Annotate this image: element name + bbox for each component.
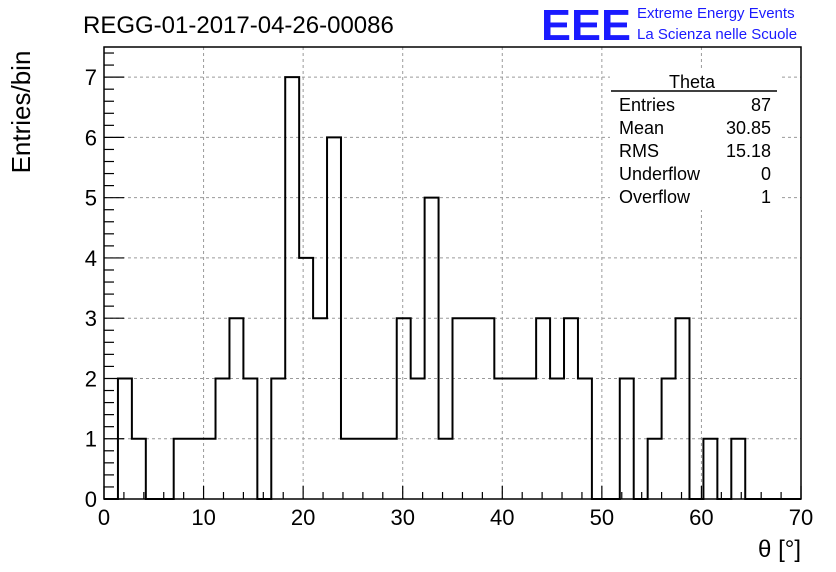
y-tick-label: 3 bbox=[85, 306, 97, 331]
eee-logo: EEE Extreme Energy Events La Scienza nel… bbox=[541, 1, 797, 50]
stats-label: Overflow bbox=[619, 187, 691, 207]
y-tick-label: 0 bbox=[85, 487, 97, 512]
y-tick-label: 7 bbox=[85, 65, 97, 90]
histogram-bin: 1 bbox=[731, 439, 745, 499]
stats-value: 87 bbox=[751, 95, 771, 115]
x-tick-label: 0 bbox=[98, 505, 110, 530]
logo-line-2: La Scienza nelle Scuole bbox=[637, 26, 797, 43]
histogram-bin: 1 bbox=[439, 439, 453, 499]
stats-value: 0 bbox=[761, 164, 771, 184]
y-axis-label: Entries/bin bbox=[6, 51, 36, 174]
histogram-bin: 4 bbox=[299, 258, 313, 499]
histogram-bin: 7 bbox=[285, 77, 299, 499]
stats-label: Entries bbox=[619, 95, 675, 115]
x-tick-label: 10 bbox=[191, 505, 215, 530]
stats-value: 15.18 bbox=[726, 141, 771, 161]
histogram-bin: 1 bbox=[355, 439, 369, 499]
y-tick-label: 1 bbox=[85, 427, 97, 452]
histogram-bin: 1 bbox=[188, 439, 202, 499]
histogram-bin: 3 bbox=[564, 318, 578, 499]
histogram-bin: 3 bbox=[453, 318, 467, 499]
histogram-bin: 2 bbox=[550, 378, 564, 499]
histogram-bin: 1 bbox=[648, 439, 662, 499]
histogram-bin: 2 bbox=[522, 378, 536, 499]
histogram-bin: 1 bbox=[369, 439, 383, 499]
stats-label: RMS bbox=[619, 141, 659, 161]
stats-title: Theta bbox=[669, 72, 716, 92]
stats-rows: Entries 87 Mean 30.85 RMS 15.18 Underflow 0 Over… bbox=[619, 95, 771, 207]
y-tick-label: 6 bbox=[85, 125, 97, 150]
stats-label: Mean bbox=[619, 118, 664, 138]
x-tick-label: 60 bbox=[689, 505, 713, 530]
histogram-bin: 6 bbox=[327, 137, 341, 499]
histogram-bin: 3 bbox=[536, 318, 550, 499]
histogram-bin: 1 bbox=[383, 439, 397, 499]
histogram-bin: 2 bbox=[578, 378, 592, 499]
histogram-bin: 3 bbox=[397, 318, 411, 499]
histogram-bin: 3 bbox=[229, 318, 243, 499]
plot-title: REGG-01-2017-04-26-00086 bbox=[83, 12, 394, 39]
histogram-bin: 2 bbox=[243, 378, 257, 499]
histogram-bin: 2 bbox=[494, 378, 508, 499]
histogram-bin: 2 bbox=[216, 378, 230, 499]
stats-label: Underflow bbox=[619, 164, 701, 184]
x-tick-label: 20 bbox=[291, 505, 315, 530]
histogram-bin: 1 bbox=[703, 439, 717, 499]
histogram-bin: 1 bbox=[132, 439, 146, 499]
histogram-bin: 1 bbox=[341, 439, 355, 499]
stats-box: Theta Entries 87 Mean 30.85 RMS 15.18 Underflo… bbox=[610, 70, 782, 210]
histogram-bin: 2 bbox=[508, 378, 522, 499]
x-axis-label: θ [°] bbox=[758, 536, 801, 563]
y-tick-label: 5 bbox=[85, 186, 97, 211]
y-axis: 0 1 2 3 4 5 6 7 bbox=[85, 52, 124, 512]
logo-mark: EEE bbox=[541, 1, 631, 50]
y-tick-label: 4 bbox=[85, 246, 97, 271]
y-tick-label: 2 bbox=[85, 366, 97, 391]
histogram: 0210011123202743611113251333222323200201… bbox=[104, 76, 801, 500]
histogram-bin: 2 bbox=[620, 378, 634, 499]
stats-value: 1 bbox=[761, 187, 771, 207]
histogram-bin: 1 bbox=[174, 439, 188, 499]
histogram-bin: 3 bbox=[676, 318, 690, 499]
histogram-bin: 2 bbox=[411, 378, 425, 499]
x-tick-label: 40 bbox=[490, 505, 514, 530]
histogram-outline bbox=[104, 76, 801, 500]
x-axis: 0 10 20 30 40 50 60 70 bbox=[98, 486, 813, 530]
x-tick-label: 30 bbox=[390, 505, 414, 530]
histogram-bin: 2 bbox=[662, 378, 676, 499]
histogram-bin: 2 bbox=[271, 378, 285, 499]
histogram-bin: 3 bbox=[480, 318, 494, 499]
x-tick-label: 70 bbox=[789, 505, 813, 530]
stats-value: 30.85 bbox=[726, 118, 771, 138]
histogram-bin: 5 bbox=[425, 198, 439, 499]
histogram-bin: 3 bbox=[313, 318, 327, 499]
logo-line-1: Extreme Energy Events bbox=[637, 5, 795, 22]
plot-frame bbox=[103, 46, 802, 500]
stats-box-background bbox=[610, 70, 782, 210]
histogram-bin: 3 bbox=[466, 318, 480, 499]
x-tick-label: 50 bbox=[590, 505, 614, 530]
